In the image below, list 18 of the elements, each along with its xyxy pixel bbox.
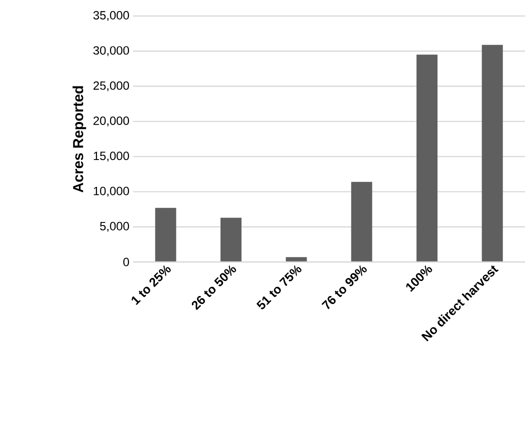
- y-tick-label: 25,000: [94, 81, 130, 92]
- y-tick-label: 5,000: [100, 222, 130, 232]
- bar: [286, 257, 307, 262]
- y-axis-title: Acres Reported: [72, 86, 86, 192]
- y-tick-label: 20,000: [94, 116, 130, 126]
- x-tick-label: 51 to 75%: [256, 265, 302, 310]
- y-tick-label: 35,000: [93, 11, 130, 21]
- bar: [220, 218, 242, 262]
- bar: [482, 44, 503, 262]
- bar: [351, 182, 372, 262]
- bar: [416, 54, 438, 262]
- bar: [155, 208, 176, 262]
- y-tick-label: 10,000: [94, 186, 130, 197]
- x-tick-label: 76 to 99%: [322, 265, 367, 310]
- x-tick-label: 26 to 50%: [192, 265, 236, 310]
- y-tick-label: 15,000: [94, 152, 130, 162]
- y-tick-label: 30,000: [93, 46, 130, 56]
- y-tick-label: 0: [123, 258, 130, 266]
